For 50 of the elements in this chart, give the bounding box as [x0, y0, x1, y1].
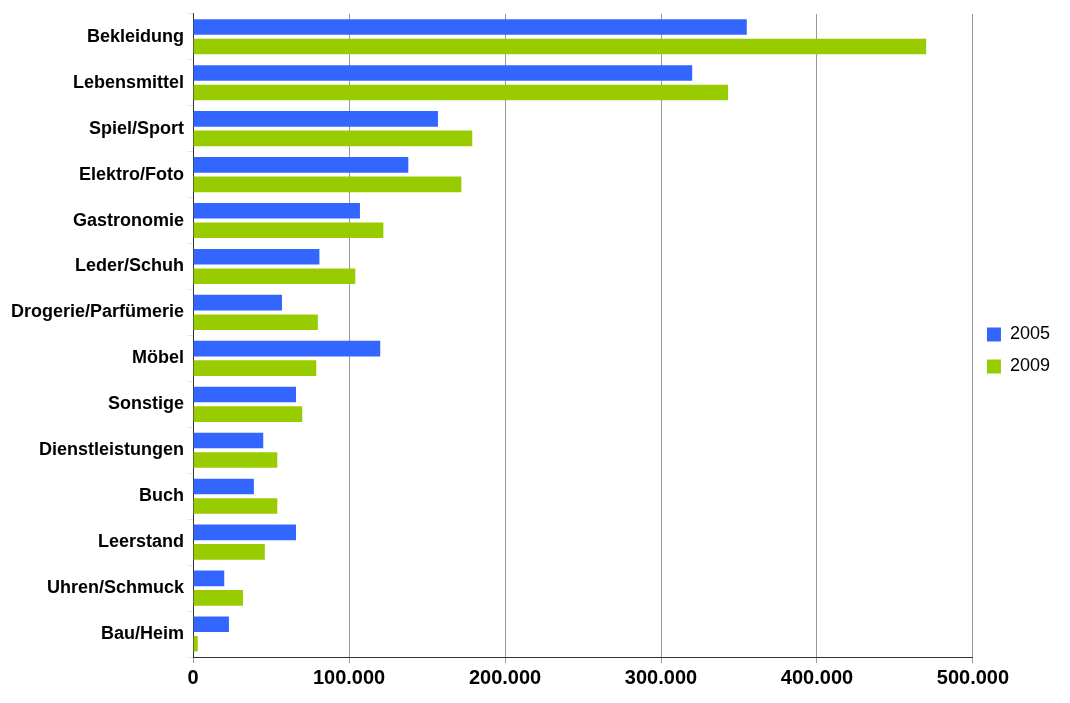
bar	[193, 19, 747, 35]
bar	[193, 314, 318, 330]
y-tick-label: Drogerie/Parfümerie	[10, 301, 185, 322]
bar	[193, 432, 264, 449]
x-tick-label: 300.000	[624, 665, 698, 688]
y-tick-label: Elektro/Foto	[79, 163, 185, 184]
bar	[193, 202, 360, 219]
bar	[193, 524, 297, 541]
y-tick-label: Spiel/Sport	[89, 117, 185, 138]
bar	[193, 570, 225, 587]
bar	[193, 478, 254, 495]
x-tick-label: 200.000	[468, 665, 542, 688]
y-tick-label: Gastronomie	[73, 209, 185, 230]
bar	[193, 544, 265, 560]
bar	[193, 84, 729, 101]
x-tick-label: 500.000	[936, 665, 1010, 688]
bar	[193, 176, 462, 193]
bar	[193, 222, 384, 239]
bar	[193, 38, 927, 55]
y-tick-label: Uhren/Schmuck	[47, 577, 186, 598]
y-tick-label: Leder/Schuh	[75, 255, 185, 276]
bar	[193, 360, 317, 376]
bar	[193, 498, 278, 514]
bar	[193, 157, 409, 173]
bar	[193, 248, 320, 265]
bar	[193, 386, 297, 403]
y-tick-label: Buch	[139, 485, 185, 506]
bar	[193, 406, 303, 422]
bar	[193, 635, 198, 652]
bar	[193, 294, 282, 311]
y-tick-label: Sonstige	[108, 393, 185, 414]
bar	[193, 452, 278, 468]
bar	[193, 268, 356, 285]
x-tick-label: 0	[187, 665, 199, 688]
legend-label: 2009	[1009, 355, 1050, 376]
bar	[193, 65, 693, 81]
bar	[193, 340, 381, 357]
bar	[193, 616, 229, 633]
x-tick-label: 100.000	[312, 665, 386, 688]
legend-label: 2005	[1009, 323, 1050, 344]
y-tick-label: Bekleidung	[87, 25, 185, 46]
y-tick-label: Lebensmittel	[73, 71, 185, 92]
bar	[193, 590, 243, 606]
bar	[193, 111, 438, 127]
bar	[193, 130, 473, 147]
y-tick-label: Bau/Heim	[101, 623, 185, 643]
x-tick-label: 400.000	[780, 665, 854, 688]
y-tick-label: Leerstand	[98, 531, 185, 552]
y-tick-label: Dienstleistungen	[39, 439, 185, 460]
y-tick-label: Möbel	[132, 347, 185, 368]
